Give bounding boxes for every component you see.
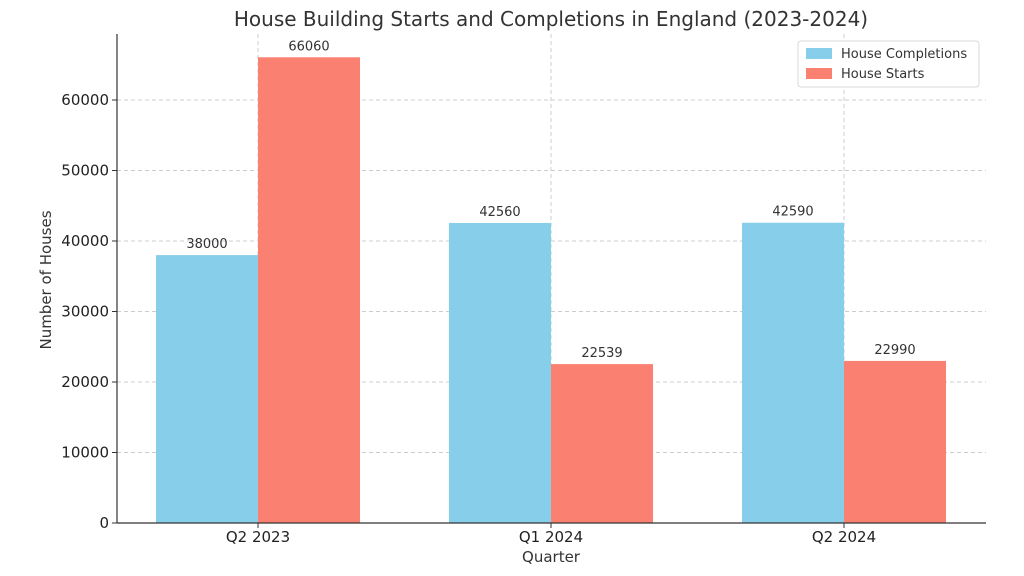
- legend-box: [797, 40, 980, 88]
- legend: House Completions House Starts: [797, 40, 980, 88]
- bar-value-label: 42560: [479, 205, 520, 220]
- bars: [156, 57, 946, 524]
- bar-value-label: 22539: [581, 346, 622, 361]
- axes: 0 10000 20000 30000 40000 50000 60000 Q2 2023 Q1…: [61, 34, 986, 546]
- y-tick-label: 10000: [61, 444, 109, 462]
- y-tick-label: 40000: [61, 232, 109, 250]
- x-tick-label: Q2 2023: [226, 528, 290, 546]
- y-tick-label: 50000: [61, 162, 109, 180]
- bar-house-completions: [156, 255, 258, 523]
- bar-house-completions: [449, 222, 551, 523]
- x-tick-label: Q1 2024: [519, 528, 583, 546]
- bar-value-label: 22990: [874, 343, 915, 358]
- chart-title: House Building Starts and Completions in…: [234, 7, 868, 31]
- x-axis-label: Quarter: [522, 548, 581, 566]
- y-tick-label: 60000: [61, 91, 109, 109]
- bar-value-label: 42590: [772, 205, 813, 220]
- bar-value-label: 38000: [186, 237, 227, 252]
- bar-house-starts: [551, 364, 653, 523]
- bar-house-starts: [844, 360, 946, 523]
- legend-label: House Completions: [841, 47, 967, 62]
- y-axis-label: Number of Houses: [37, 210, 55, 349]
- legend-swatch: [806, 48, 832, 59]
- y-tick-label: 30000: [61, 303, 109, 321]
- bar-value-label: 66060: [288, 39, 329, 54]
- y-tick-label: 0: [99, 514, 109, 532]
- bar-house-completions: [742, 222, 844, 523]
- data-labels: 38000 42560 42590 66060 22539 22990: [186, 39, 915, 361]
- legend-label: House Starts: [841, 67, 925, 82]
- y-tick-label: 20000: [61, 373, 109, 391]
- x-tick-label: Q2 2024: [812, 528, 876, 546]
- legend-swatch: [806, 68, 832, 79]
- bar-house-starts: [258, 57, 360, 524]
